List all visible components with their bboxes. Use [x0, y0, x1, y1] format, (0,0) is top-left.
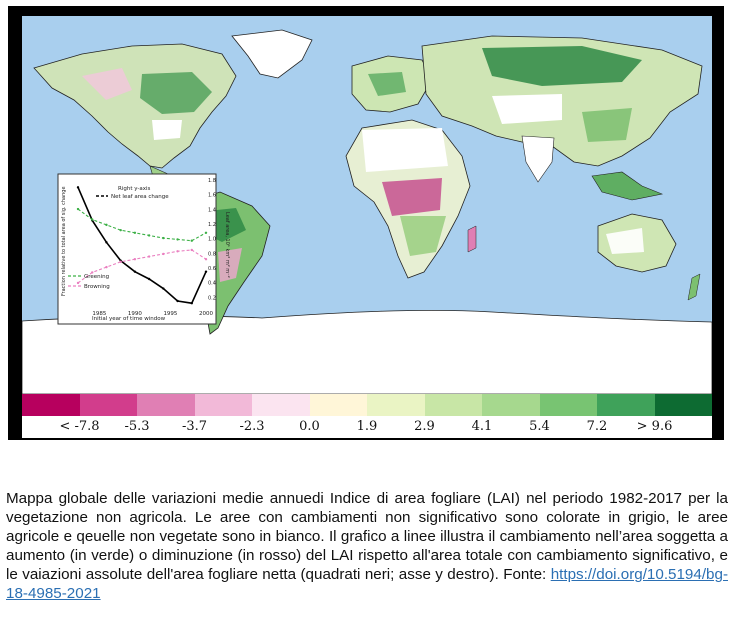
legend-tick-label: -2.3 [239, 419, 265, 434]
inset-y-tick: 0.8 [208, 251, 216, 257]
inset-y-tick: 0.6 [208, 266, 216, 272]
inset-y-tick: 1.0 [208, 237, 216, 243]
madagascar [467, 225, 477, 253]
legend-tick-label: 2.9 [414, 419, 435, 434]
inset-data-point [190, 239, 193, 242]
inset-y-tick: 1.8 [208, 178, 216, 184]
legend-swatch [137, 394, 195, 416]
inset-data-point [190, 248, 193, 252]
inset-data-point [119, 228, 122, 232]
inset-x-axis-label: Initial year of time window [92, 316, 166, 322]
legend-swatch [539, 394, 597, 416]
inset-y-tick: 0.4 [208, 281, 216, 287]
inset-data-point [162, 287, 165, 290]
legend-tick-label: > 9.6 [636, 419, 673, 434]
inset-x-tick: 1990 [128, 311, 142, 317]
legend-tick-label: 1.9 [356, 419, 378, 434]
legend-swatch [597, 394, 655, 416]
legend-tick-label: < -7.8 [59, 419, 100, 434]
india [521, 135, 555, 183]
legend-swatch [654, 394, 712, 416]
inset-data-point [147, 277, 151, 281]
inset-data-point [147, 234, 151, 237]
greenland [231, 29, 313, 79]
inset-data-point [176, 250, 179, 253]
inset-data-point [190, 302, 193, 305]
world-map: Fraction relative to total area of sig. … [22, 16, 712, 394]
inset-data-point [76, 281, 80, 285]
inset-x-tick: 1995 [163, 311, 177, 317]
legend-swatch [252, 394, 310, 416]
inset-data-point [91, 271, 94, 274]
inset-data-point [105, 241, 108, 244]
legend-swatch [309, 394, 367, 416]
inset-legend-net: Net leaf area change [111, 194, 169, 200]
inset-legend-greening: Greening [84, 274, 109, 280]
legend-swatch [79, 394, 137, 416]
figure-caption: Mappa globale delle variazioni medie ann… [6, 489, 728, 603]
inset-right-axis-note: Right y-axis [118, 186, 151, 192]
caption-text: Mappa globale delle variazioni medie ann… [6, 490, 728, 583]
inset-line-chart: Fraction relative to total area of sig. … [57, 173, 230, 325]
legend-swatch [367, 394, 425, 416]
southeast-asia [591, 171, 664, 201]
inset-data-point [105, 223, 108, 227]
inset-y-tick: 1.2 [208, 222, 216, 228]
inset-x-tick: 1985 [92, 311, 106, 317]
inset-series-line [77, 208, 207, 242]
inset-data-point [133, 270, 137, 273]
inset-data-point [105, 265, 108, 269]
inset-data-point [162, 252, 165, 256]
source-link[interactable]: https://doi.org/10.5194/bg-18-4985-2021 [6, 566, 728, 602]
inset-data-point [76, 207, 80, 211]
legend-tick-label: 4.1 [471, 419, 493, 434]
legend-tick-label: -3.7 [181, 419, 208, 434]
color-legend-bar [22, 394, 712, 416]
inset-left-axis-label: Fraction relative to total area of sig. … [61, 186, 67, 296]
legend-swatch [482, 394, 540, 416]
legend-tick-label: 7.2 [586, 419, 608, 434]
legend-tick-label: -5.3 [124, 419, 150, 434]
inset-data-point [176, 238, 179, 241]
legend-tick-label: 5.4 [529, 419, 550, 434]
inset-data-point [133, 231, 137, 234]
inset-data-point [147, 255, 151, 258]
lai-change-figure: Fraction relative to total area of sig. … [8, 6, 724, 440]
inset-data-point [162, 236, 165, 240]
inset-series-line [77, 249, 207, 284]
new-zealand [687, 273, 701, 301]
color-legend-ticks: < -7.8 -5.3 -3.7 -2.3 0.0 1.9 2.9 4.1 5.4 7.2 > 9.… [22, 416, 712, 438]
inset-frame [57, 173, 217, 325]
inset-data-point [119, 260, 122, 264]
inset-data-point [204, 270, 208, 273]
inset-data-point [204, 231, 208, 234]
legend-swatch [424, 394, 482, 416]
inset-data-point [91, 218, 94, 221]
inset-y-tick: 1.4 [208, 207, 216, 213]
inset-x-tick: 2000 [199, 311, 213, 317]
inset-y-tick: 1.6 [208, 193, 216, 199]
legend-tick-label: 0.0 [299, 419, 320, 434]
inset-data-point [76, 186, 80, 189]
inset-legend-browning: Browning [84, 284, 110, 290]
inset-data-point [133, 258, 137, 261]
legend-swatch [194, 394, 252, 416]
inset-y-tick: 0.2 [208, 295, 216, 301]
inset-right-axis-label: Leaf area, 10¹ km² m² m⁻² [224, 212, 230, 278]
legend-swatch [22, 394, 80, 416]
inset-series-line [77, 187, 207, 305]
inset-data-point [204, 258, 208, 261]
inset-data-point [176, 299, 179, 303]
